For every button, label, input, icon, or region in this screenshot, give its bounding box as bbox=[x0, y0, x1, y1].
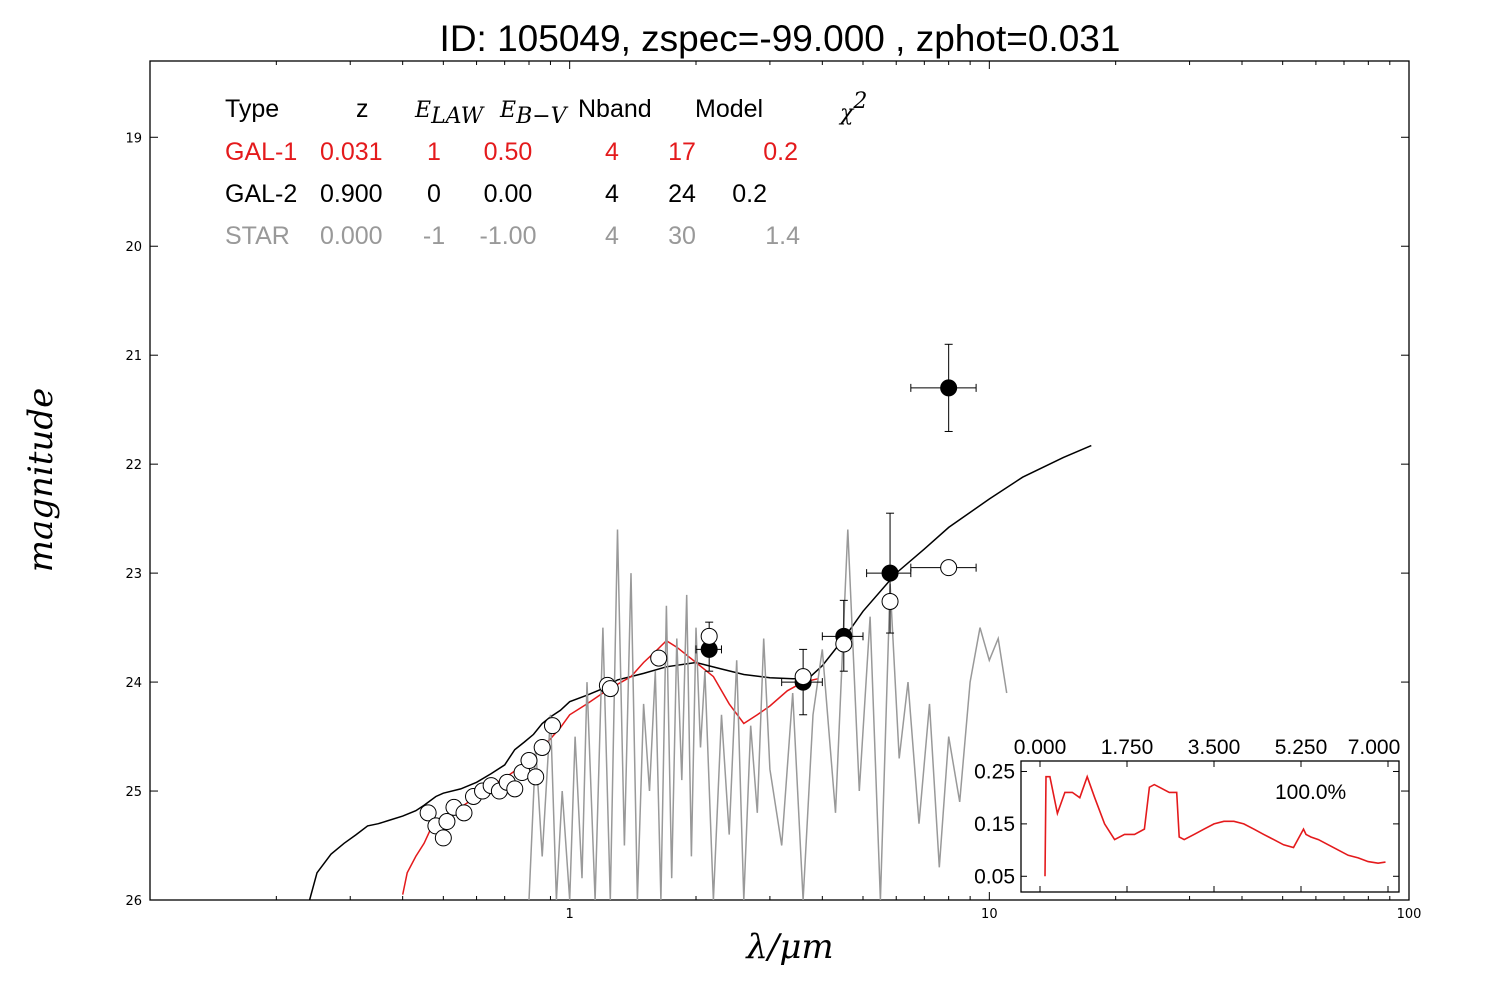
fit-header-model: Model bbox=[695, 95, 763, 123]
fit-row-type: GAL-1 bbox=[225, 138, 297, 166]
model-curve-2 bbox=[528, 529, 1008, 901]
fit-row-elaw: 0 bbox=[427, 180, 441, 208]
model-mag-point bbox=[881, 592, 899, 610]
pdz-inset: 0.000 1.750 3.500 5.250 7.000 0.25 0.15 0.05 10… bbox=[974, 736, 1401, 893]
inset-annotation: 100.0% bbox=[1275, 781, 1346, 804]
inset-x-tick-label: 7.000 bbox=[1348, 736, 1401, 759]
inset-y-tick-label: 0.15 bbox=[974, 813, 1015, 836]
fit-row-model: 17 bbox=[668, 138, 696, 166]
fit-row-model: 24 bbox=[668, 180, 696, 208]
fit-row-elaw: -1 bbox=[423, 222, 445, 250]
model-mag-point bbox=[527, 768, 545, 786]
x-tick-label: 10 bbox=[981, 907, 998, 922]
model-mag-point bbox=[700, 627, 718, 645]
inset-x-tick-label: 1.750 bbox=[1101, 736, 1154, 759]
model-mag-point bbox=[455, 804, 473, 822]
model-curve-0 bbox=[308, 444, 1092, 901]
fit-row-chi2: 0.2 bbox=[732, 180, 767, 208]
inset-x-tick-label: 0.000 bbox=[1014, 736, 1067, 759]
model-mag-point bbox=[543, 717, 561, 735]
fit-row-chi2: 0.2 bbox=[763, 138, 798, 166]
fit-row-nband: 4 bbox=[605, 180, 619, 208]
model-mag-point bbox=[434, 829, 452, 847]
inset-x-tick-label: 5.250 bbox=[1275, 736, 1328, 759]
x-axis-label: λ/μm bbox=[744, 927, 833, 967]
fit-row-elaw: 1 bbox=[427, 138, 441, 166]
fit-header-elaw-main: E bbox=[414, 98, 431, 123]
fit-row-ebv: 0.00 bbox=[484, 180, 533, 208]
y-tick-label: 20 bbox=[125, 240, 142, 255]
model-mag-point bbox=[520, 752, 538, 770]
fit-table: Type z ELAW EB−V Nband Model χ2 GAL-1 0.0… bbox=[225, 89, 867, 250]
fit-row-type: STAR bbox=[225, 222, 290, 250]
y-tick-label: 19 bbox=[125, 131, 142, 146]
y-axis-label: magnitude bbox=[21, 388, 61, 573]
y-axis: 19 20 21 22 23 24 25 26 bbox=[125, 131, 1409, 909]
x-axis: 1 10 100 bbox=[149, 61, 1422, 922]
fit-header-elaw: ELAW bbox=[414, 98, 486, 129]
fit-row-ebv: 0.50 bbox=[484, 138, 533, 166]
fit-row-z: 0.031 bbox=[320, 138, 383, 166]
plot-frame bbox=[149, 60, 1410, 901]
model-mag-point bbox=[835, 635, 853, 653]
fit-header-chi2: χ2 bbox=[838, 89, 867, 126]
model-mag-point bbox=[533, 738, 551, 756]
x-tick-label: 100 bbox=[1397, 907, 1422, 922]
model-mag-point bbox=[794, 668, 812, 686]
fit-row-model: 30 bbox=[668, 222, 696, 250]
fit-row-z: 0.900 bbox=[320, 180, 383, 208]
inset-y-tick-label: 0.25 bbox=[974, 760, 1015, 783]
fit-row-z: 0.000 bbox=[320, 222, 383, 250]
fit-header-elaw-sub: LAW bbox=[430, 104, 486, 129]
fit-header-chi2-sup: 2 bbox=[852, 89, 867, 114]
model-mag-point bbox=[940, 559, 958, 577]
pdz-curve bbox=[1044, 774, 1386, 877]
fit-header-ebv-main: E bbox=[499, 98, 516, 123]
model-mag-point bbox=[650, 649, 668, 667]
fit-row-nband: 4 bbox=[605, 138, 619, 166]
inset-x-tick-label: 3.500 bbox=[1188, 736, 1241, 759]
y-tick-label: 22 bbox=[125, 458, 142, 473]
chart-title: ID: 105049, zspec=-99.000 , zphot=0.031 bbox=[439, 18, 1121, 59]
y-tick-label: 25 bbox=[125, 785, 142, 800]
fit-row-type: GAL-2 bbox=[225, 180, 297, 208]
y-tick-label: 24 bbox=[125, 676, 142, 691]
y-tick-label: 21 bbox=[125, 349, 142, 364]
fit-row-ebv: -1.00 bbox=[480, 222, 537, 250]
fit-header-chi2-main: χ bbox=[838, 101, 855, 126]
fit-header-ebv-sub: B−V bbox=[515, 104, 569, 129]
model-mag-point bbox=[438, 813, 456, 831]
x-tick-label: 1 bbox=[566, 907, 574, 922]
fit-row-chi2: 1.4 bbox=[765, 222, 800, 250]
fit-header-nband: Nband bbox=[578, 95, 652, 123]
y-tick-label: 23 bbox=[125, 567, 142, 582]
y-tick-label: 26 bbox=[125, 894, 142, 909]
photometry-points bbox=[419, 343, 977, 847]
fit-header-ebv: EB−V bbox=[499, 98, 569, 129]
fit-header-type: Type bbox=[225, 95, 279, 123]
inset-y-tick-label: 0.05 bbox=[974, 865, 1015, 888]
observed-point bbox=[940, 379, 958, 397]
fit-header-z: z bbox=[356, 95, 369, 123]
observed-point bbox=[881, 564, 899, 582]
model-mag-point bbox=[419, 804, 437, 822]
model-mag-point bbox=[506, 780, 524, 798]
model-mag-point bbox=[601, 680, 619, 698]
fit-row-nband: 4 bbox=[605, 222, 619, 250]
